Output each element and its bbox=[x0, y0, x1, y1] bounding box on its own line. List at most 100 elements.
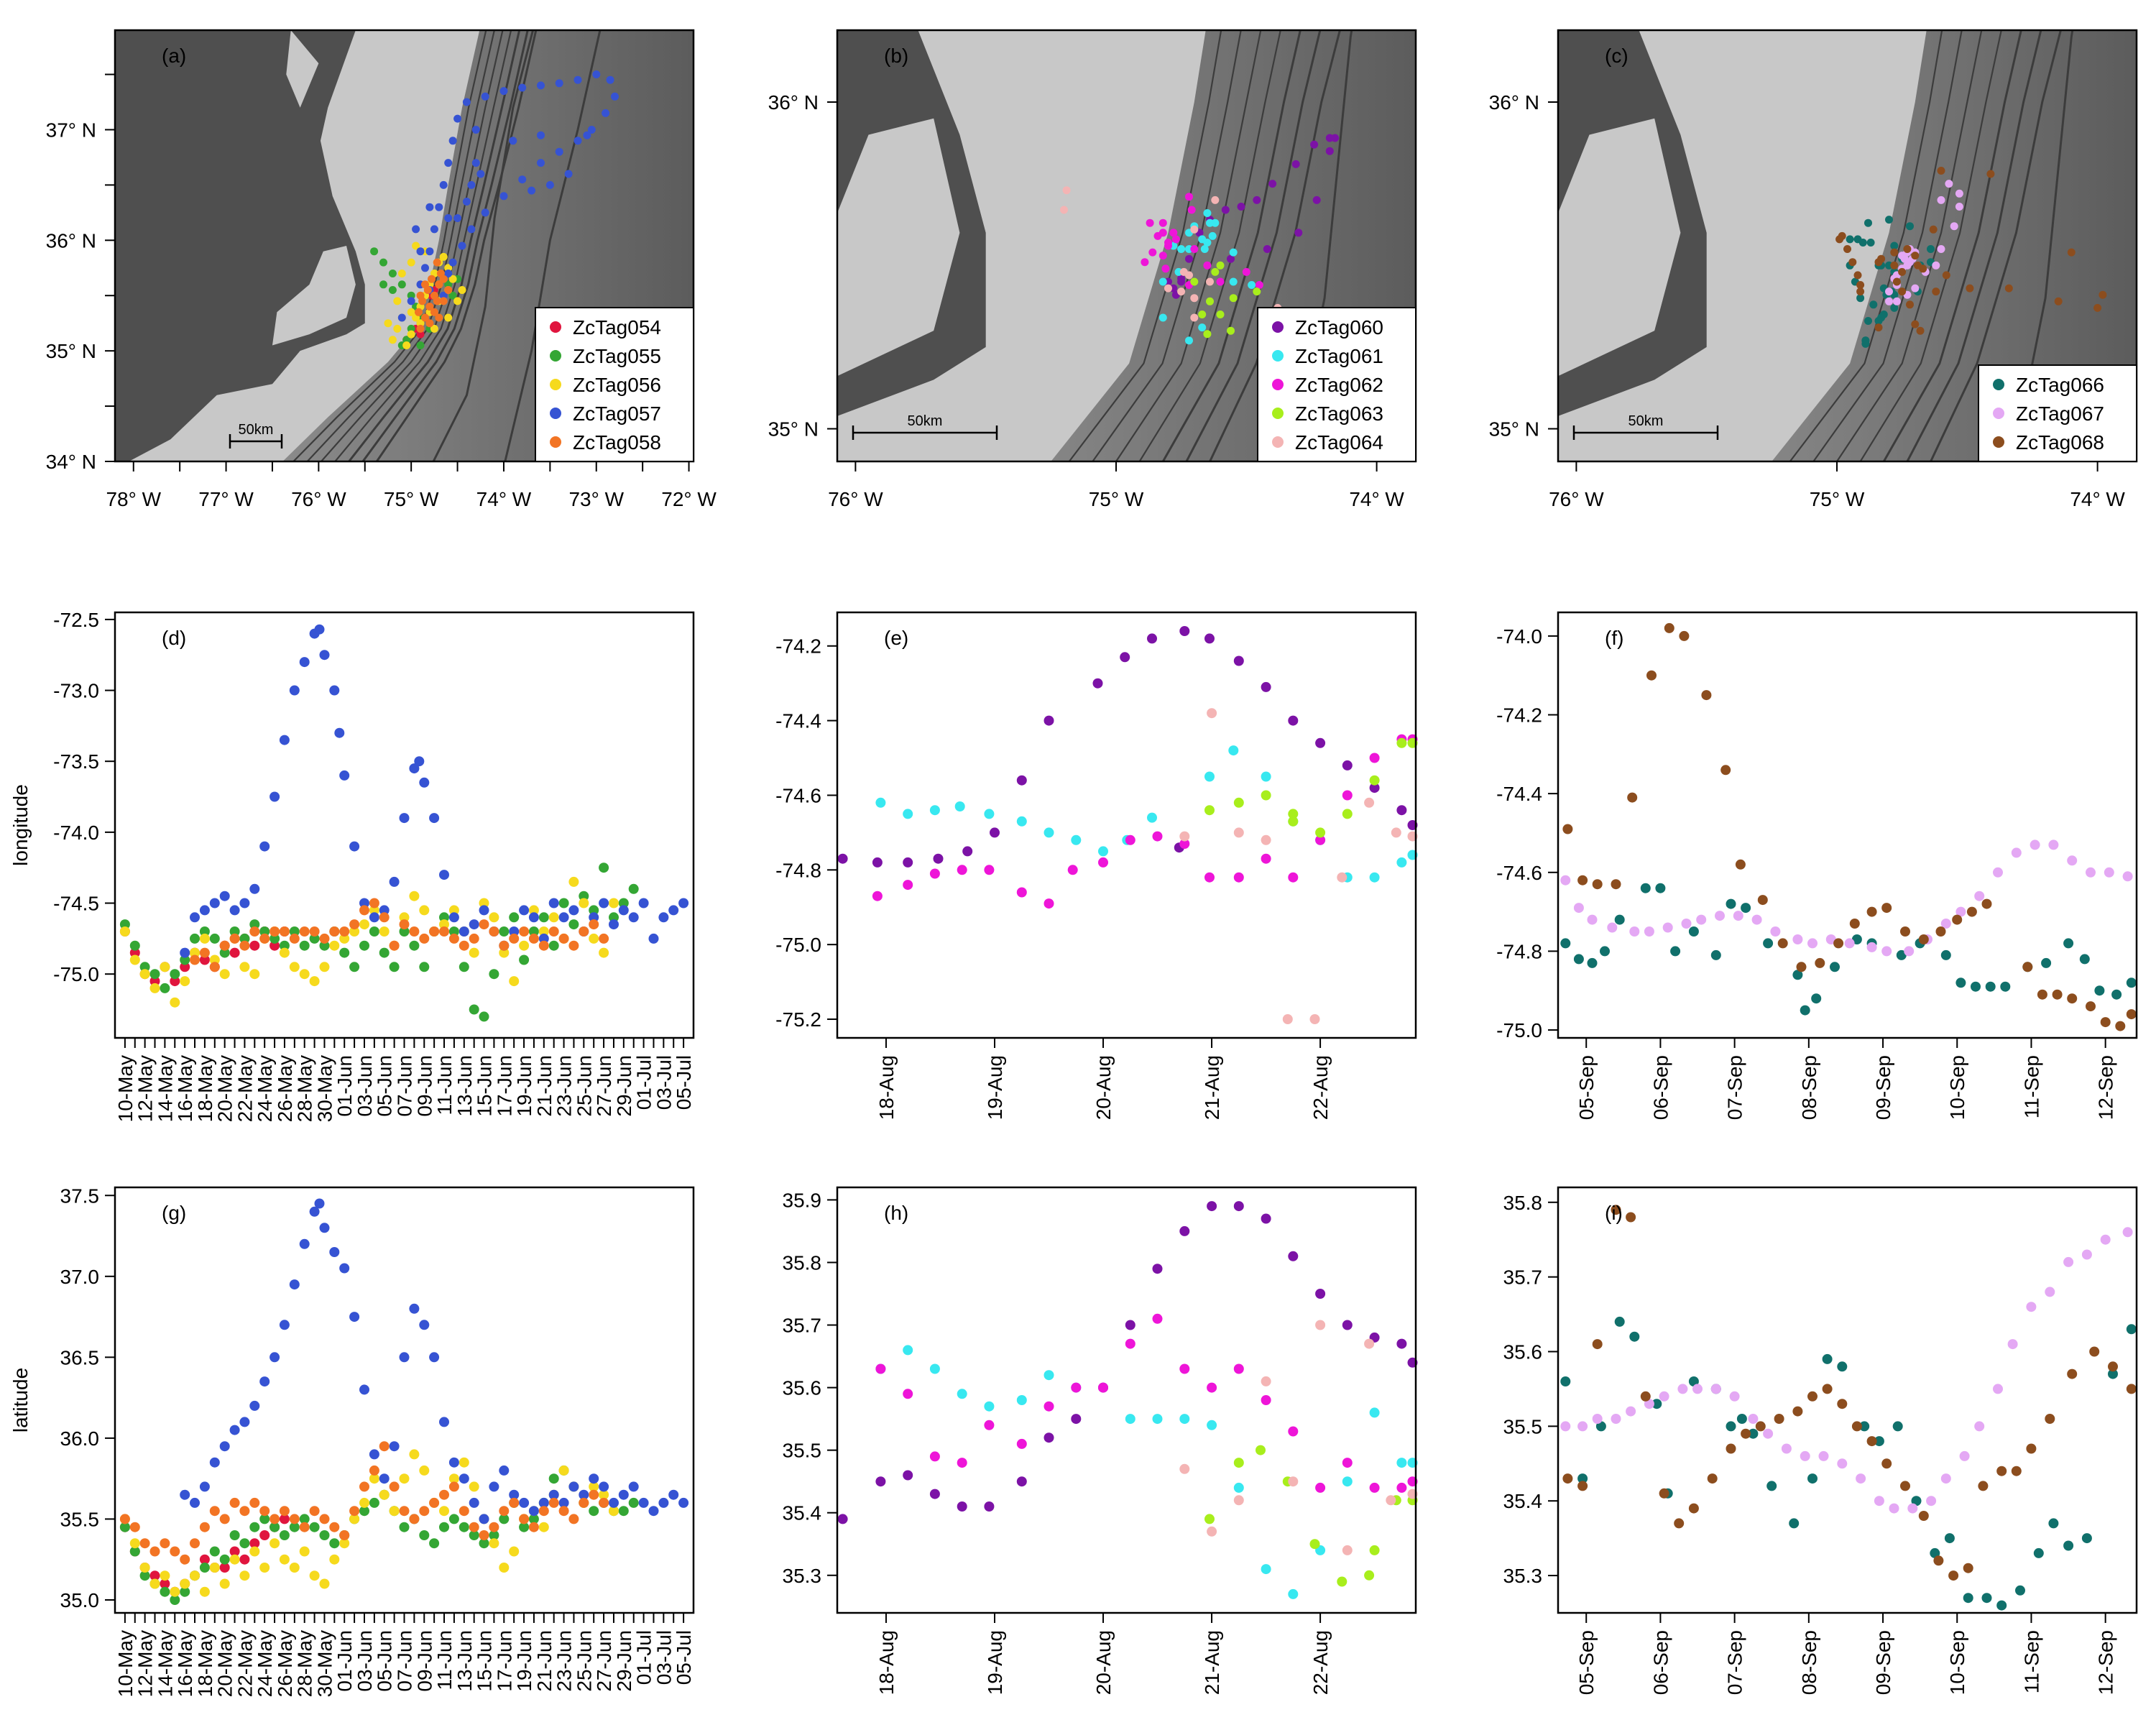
legend-label: ZcTag068 bbox=[2016, 431, 2104, 454]
data-point bbox=[1607, 922, 1618, 933]
data-point bbox=[1885, 297, 1893, 305]
data-point bbox=[678, 1497, 689, 1508]
data-point bbox=[1720, 765, 1731, 776]
data-point bbox=[1261, 834, 1271, 845]
depth-contour bbox=[1906, 30, 2042, 461]
data-point bbox=[648, 933, 659, 944]
data-point bbox=[1237, 203, 1245, 211]
panel-f: (f) -74.0 -74.2 -74.4 -74.6 -74.8 -75.0 05-Sep 0… bbox=[1496, 611, 2138, 1120]
data-point bbox=[1940, 1473, 1951, 1484]
legend-label: ZcTag066 bbox=[2016, 374, 2104, 396]
data-point bbox=[1866, 1436, 1877, 1447]
data-point bbox=[573, 137, 582, 145]
data-point bbox=[369, 905, 379, 916]
data-point bbox=[1726, 898, 1736, 909]
data-point bbox=[462, 98, 471, 106]
plot-frame bbox=[836, 1186, 1417, 1614]
data-point bbox=[1227, 326, 1235, 335]
data-point bbox=[2079, 954, 2090, 965]
data-point bbox=[2086, 1001, 2096, 1012]
data-point bbox=[444, 280, 453, 289]
data-point bbox=[339, 926, 350, 937]
data-point bbox=[579, 1497, 589, 1508]
data-point bbox=[1206, 218, 1214, 227]
data-point bbox=[1710, 949, 1721, 960]
data-point bbox=[170, 1595, 180, 1605]
data-point bbox=[1342, 1320, 1353, 1330]
data-point bbox=[903, 1470, 913, 1481]
data-point bbox=[389, 962, 400, 972]
data-point bbox=[1255, 281, 1263, 289]
data-point bbox=[119, 926, 130, 937]
data-point bbox=[459, 1506, 469, 1517]
data-point bbox=[469, 1497, 479, 1508]
data-point bbox=[2011, 847, 2022, 858]
data-point bbox=[1911, 284, 1920, 293]
data-point bbox=[1342, 1476, 1353, 1487]
depth-contour bbox=[292, 30, 487, 461]
data-point bbox=[1777, 938, 1788, 949]
series-zctag068 bbox=[1835, 167, 2107, 335]
data-point bbox=[199, 1586, 210, 1597]
data-point bbox=[1233, 656, 1244, 666]
data-point bbox=[1179, 1363, 1190, 1374]
data-point bbox=[1288, 715, 1299, 726]
data-point bbox=[160, 1578, 170, 1589]
data-point bbox=[1614, 1316, 1625, 1327]
data-point bbox=[1833, 938, 1844, 949]
data-point bbox=[397, 280, 406, 289]
data-point bbox=[1856, 288, 1865, 296]
data-point bbox=[458, 242, 466, 250]
y-tick-label: -75.2 bbox=[775, 1008, 821, 1031]
data-point bbox=[1611, 879, 1621, 890]
legend-marker bbox=[1272, 379, 1284, 390]
data-point bbox=[299, 1238, 310, 1249]
data-point bbox=[289, 962, 300, 972]
data-point bbox=[1227, 254, 1235, 263]
data-point bbox=[1288, 1426, 1299, 1437]
data-point bbox=[1664, 622, 1674, 633]
legend-label: ZcTag063 bbox=[1295, 402, 1383, 425]
data-point bbox=[1179, 839, 1190, 849]
data-point bbox=[2099, 290, 2107, 299]
data-point bbox=[1674, 1518, 1685, 1529]
series-zctag055 bbox=[119, 1465, 639, 1605]
data-point bbox=[538, 1497, 549, 1508]
series-zctag058 bbox=[415, 258, 453, 333]
data-point bbox=[1918, 934, 1929, 944]
data-point bbox=[1396, 805, 1407, 816]
x-tick-label: 14-May bbox=[154, 1055, 176, 1122]
data-point bbox=[1369, 1407, 1380, 1418]
data-point bbox=[1710, 1384, 1721, 1394]
data-point bbox=[314, 1198, 325, 1209]
legend-marker bbox=[1272, 350, 1284, 362]
data-point bbox=[1396, 1458, 1407, 1468]
x-tick-label: 10-Sep bbox=[1946, 1055, 1968, 1120]
data-point bbox=[628, 1481, 639, 1492]
data-point bbox=[1141, 258, 1149, 267]
data-point bbox=[872, 891, 883, 901]
data-point bbox=[409, 891, 420, 901]
data-point bbox=[1818, 1450, 1829, 1461]
data-point bbox=[2100, 1234, 2111, 1245]
data-point bbox=[1396, 737, 1407, 748]
data-point bbox=[538, 926, 549, 937]
x-tick-label: 20-Aug bbox=[1092, 1630, 1115, 1695]
data-point bbox=[1147, 812, 1157, 823]
data-point bbox=[499, 947, 510, 958]
data-point bbox=[448, 905, 459, 916]
data-point bbox=[459, 926, 469, 937]
data-point bbox=[1807, 938, 1818, 949]
data-point bbox=[875, 1363, 886, 1374]
data-point bbox=[1736, 1414, 1747, 1424]
data-point bbox=[219, 1514, 230, 1524]
data-point bbox=[1770, 926, 1781, 937]
data-point bbox=[1261, 1213, 1271, 1224]
series-zctag066 bbox=[1560, 1316, 2137, 1611]
data-point bbox=[2030, 840, 2040, 850]
data-point bbox=[393, 324, 402, 333]
x-tick-label: 25-Jun bbox=[573, 1630, 595, 1692]
data-point bbox=[1986, 170, 1995, 178]
data-point bbox=[2007, 1339, 2018, 1350]
